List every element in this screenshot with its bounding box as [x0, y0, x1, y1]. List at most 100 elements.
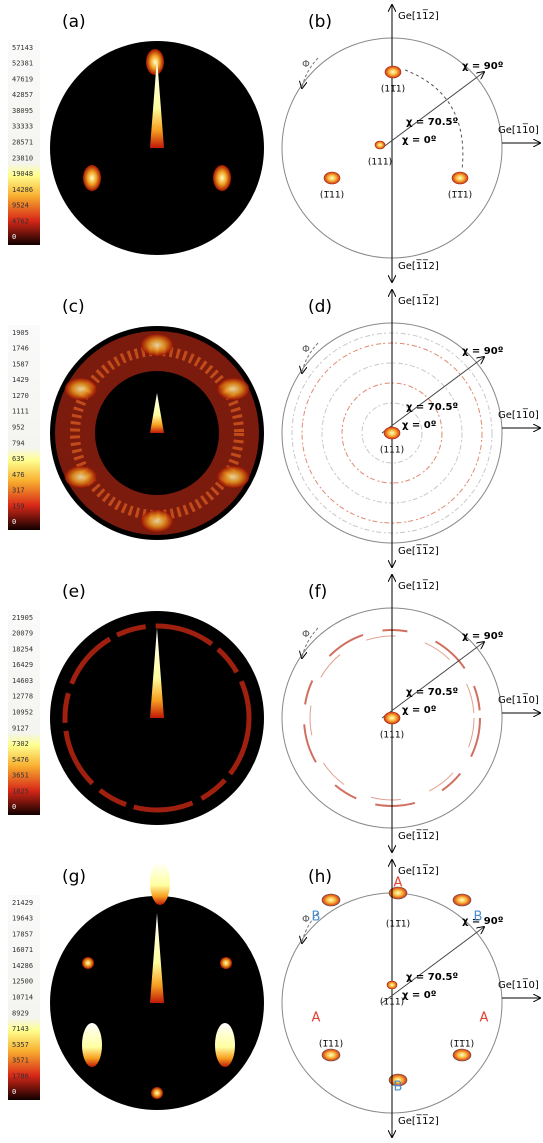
miller-label: (111)	[380, 998, 404, 1008]
panel-label: (e)	[62, 582, 86, 602]
panel-row: (c)1905174615871429127011119527946354763…	[8, 290, 540, 567]
colorbar-label: 38095	[12, 107, 33, 115]
colorbar-label: 4762	[12, 217, 29, 225]
colorbar-label: 1270	[12, 392, 29, 400]
phi-label: Φ	[302, 59, 310, 70]
chi-label: χ = 0º	[402, 420, 437, 431]
colorbar-label: 7143	[12, 1025, 29, 1033]
miller-label: (11̅1)	[386, 920, 410, 930]
colorbar-label: 57143	[12, 44, 33, 52]
chi-label: χ = 70.5º	[406, 687, 458, 698]
colorbar-label: 1786	[12, 1072, 29, 1080]
colorbar-label: 794	[12, 439, 25, 447]
panel-label: (c)	[62, 297, 85, 317]
colorbar-label: 476	[12, 471, 25, 479]
colorbar-label: 14286	[12, 186, 33, 194]
colorbar-label: 14286	[12, 962, 33, 970]
panel-label: (g)	[62, 867, 86, 887]
miller-label: (1̅11)	[320, 191, 344, 201]
peak	[82, 1023, 102, 1067]
axis-label: Ge[11̅0]	[498, 693, 539, 706]
colorbar-label: 3651	[12, 772, 29, 780]
peak	[141, 510, 173, 532]
chi-label: χ = 90º	[462, 631, 504, 642]
colorbar-label: 19643	[12, 915, 33, 923]
colorbar-label: 635	[12, 455, 25, 463]
axis-label: Ge[11̅0]	[498, 408, 539, 421]
axis-label: Ge[11̅2]	[398, 9, 439, 22]
chi-label: χ = 70.5º	[406, 402, 458, 413]
panel-row: (a)5714352381476194285738095333332857123…	[8, 5, 540, 282]
peak	[322, 1049, 340, 1061]
colorbar-label: 7302	[12, 740, 29, 748]
colorbar-label: 1905	[12, 329, 29, 337]
peak	[385, 66, 401, 78]
variant-label: B	[474, 910, 483, 925]
phi-label: Φ	[302, 344, 310, 355]
figure: (a)5714352381476194285738095333332857123…	[0, 0, 543, 1143]
peak	[453, 894, 471, 906]
panel-label: (a)	[62, 12, 86, 32]
colorbar-label: 0	[12, 803, 16, 811]
axis-label: Ge[1̅1̅2]	[398, 544, 439, 557]
colorbar-label: 12500	[12, 978, 33, 986]
axis-label: Ge[11̅2]	[398, 579, 439, 592]
miller-label: (111)	[368, 158, 392, 168]
peak	[150, 861, 170, 905]
axis-label: Ge[11̅2]	[398, 864, 439, 877]
chi-label: χ = 0º	[402, 705, 437, 716]
miller-label: (111)	[380, 446, 404, 456]
colorbar-label: 14603	[12, 677, 33, 685]
colorbar-label: 159	[12, 502, 25, 510]
colorbar-label: 8929	[12, 1009, 29, 1017]
peak	[215, 1023, 235, 1067]
colorbar-label: 23810	[12, 154, 33, 162]
phi-label: Φ	[302, 914, 310, 925]
peak	[217, 466, 249, 488]
colorbar-label: 28571	[12, 139, 33, 147]
colorbar-label: 42857	[12, 91, 33, 99]
colorbar-label: 47619	[12, 75, 33, 83]
peak	[151, 1087, 163, 1099]
panel-row: (e)2190520079182541642914603127781095291…	[8, 575, 540, 852]
panel-label: (d)	[308, 297, 332, 317]
variant-label: A	[394, 876, 403, 891]
variant-label: A	[312, 1011, 321, 1026]
panel-label: (h)	[308, 867, 332, 887]
panel-row: (g)2142919643178571607114286125001071489…	[8, 860, 540, 1137]
peak	[220, 957, 232, 969]
chi-label: χ = 0º	[402, 990, 437, 1001]
colorbar-label: 21905	[12, 614, 33, 622]
axis-label: Ge[11̅0]	[498, 978, 539, 991]
axis-label: Ge[1̅1̅2]	[398, 259, 439, 272]
colorbar-label: 0	[12, 1088, 16, 1096]
colorbar-label: 5357	[12, 1041, 29, 1049]
peak	[384, 712, 400, 724]
panel-label: (f)	[308, 582, 327, 602]
colorbar-label: 952	[12, 424, 25, 432]
colorbar-label: 16071	[12, 946, 33, 954]
colorbar-label: 0	[12, 233, 16, 241]
miller-label: (1̅11)	[319, 1040, 343, 1050]
peak	[322, 894, 340, 906]
peak	[217, 378, 249, 400]
peak	[384, 427, 400, 439]
miller-label: (111)	[380, 731, 404, 741]
peak	[65, 466, 97, 488]
peak	[82, 957, 94, 969]
colorbar-label: 17857	[12, 930, 33, 938]
peak	[83, 165, 101, 191]
peak	[453, 1049, 471, 1061]
colorbar-label: 1429	[12, 376, 29, 384]
chi-label: χ = 0º	[402, 135, 437, 146]
variant-label: B	[394, 1080, 403, 1095]
colorbar-label: 317	[12, 487, 25, 495]
colorbar-label: 1111	[12, 408, 29, 416]
peak	[65, 378, 97, 400]
axis-label: Ge[11̅2]	[398, 294, 439, 307]
peak	[146, 49, 164, 75]
colorbar-label: 1587	[12, 360, 29, 368]
peak	[452, 172, 468, 184]
peak	[387, 981, 397, 989]
chi-label: χ = 70.5º	[406, 117, 458, 128]
